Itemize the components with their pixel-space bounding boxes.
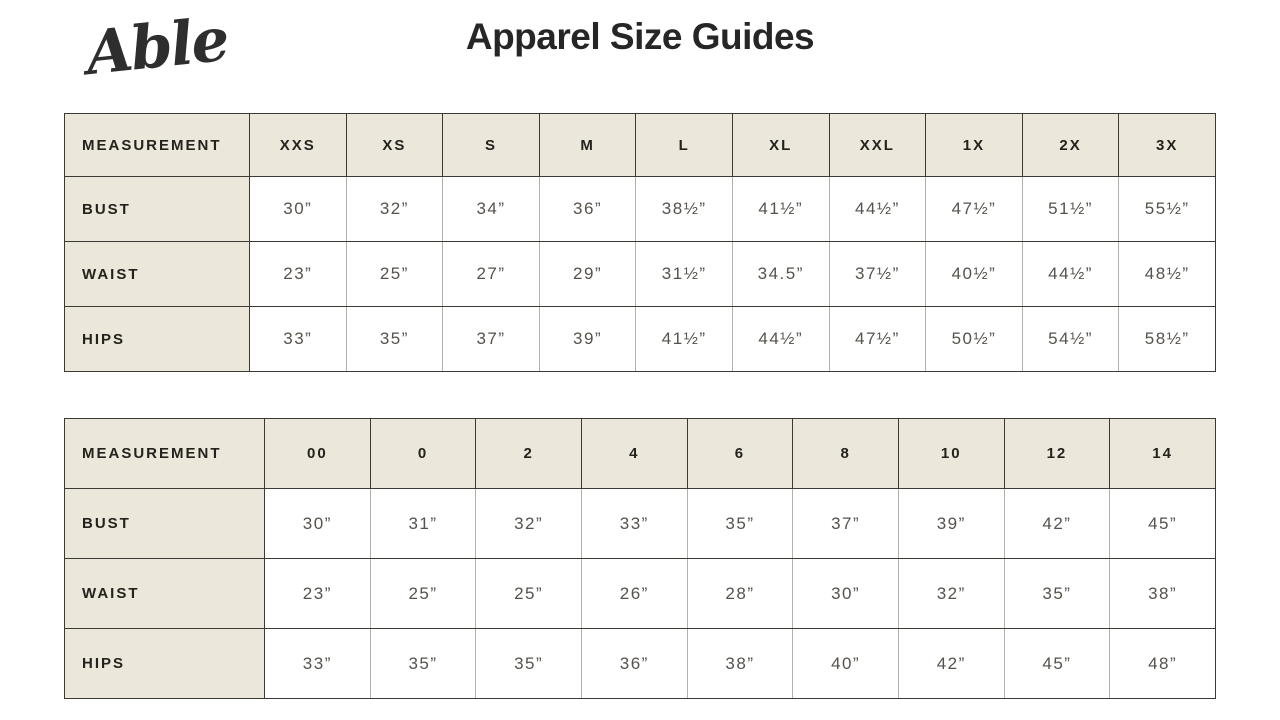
value-cell: 23” xyxy=(264,558,371,629)
letter-size-table: MEASUREMENT XXS XS S M L XL XXL 1X 2X 3X… xyxy=(64,113,1216,372)
row-label-bust: BUST xyxy=(64,488,265,559)
value-cell: 47½” xyxy=(828,306,927,372)
header-cell-measurement: MEASUREMENT xyxy=(64,113,250,177)
header-cell-4: 4 xyxy=(580,418,688,489)
header-cell-xxl: XXL xyxy=(828,113,927,177)
row-label-waist: WAIST xyxy=(64,558,265,629)
value-cell: 29” xyxy=(538,241,637,307)
row-label-hips: HIPS xyxy=(64,306,250,372)
numeric-size-table: MEASUREMENT 00 0 2 4 6 8 10 12 14 BUST 3… xyxy=(64,418,1216,699)
value-cell: 37” xyxy=(442,306,540,372)
value-cell: 41½” xyxy=(635,306,733,372)
row-label-waist: WAIST xyxy=(64,241,250,307)
value-cell: 35” xyxy=(345,306,444,372)
value-cell: 32” xyxy=(475,488,582,559)
header-cell-xl: XL xyxy=(731,113,830,177)
row-label-hips: HIPS xyxy=(64,628,265,699)
header-cell-8: 8 xyxy=(792,418,899,489)
value-cell: 48½” xyxy=(1118,241,1216,307)
value-cell: 35” xyxy=(1003,558,1111,629)
header-cell-xs: XS xyxy=(345,113,444,177)
value-cell: 51½” xyxy=(1021,176,1120,242)
value-cell: 38½” xyxy=(635,176,733,242)
header-cell-0: 0 xyxy=(369,418,477,489)
value-cell: 23” xyxy=(249,241,347,307)
value-cell: 36” xyxy=(538,176,637,242)
value-cell: 38” xyxy=(686,628,794,699)
value-cell: 50½” xyxy=(925,306,1023,372)
value-cell: 42” xyxy=(1003,488,1111,559)
header-cell-14: 14 xyxy=(1109,418,1216,489)
value-cell: 35” xyxy=(369,628,477,699)
header-cell-3x: 3X xyxy=(1118,113,1216,177)
value-cell: 45” xyxy=(1109,488,1216,559)
value-cell: 26” xyxy=(580,558,688,629)
value-cell: 41½” xyxy=(731,176,830,242)
value-cell: 37” xyxy=(792,488,899,559)
value-cell: 55½” xyxy=(1118,176,1216,242)
value-cell: 33” xyxy=(249,306,347,372)
value-cell: 45” xyxy=(1003,628,1111,699)
header-cell-m: M xyxy=(538,113,637,177)
value-cell: 32” xyxy=(897,558,1005,629)
header-cell-6: 6 xyxy=(686,418,794,489)
value-cell: 39” xyxy=(897,488,1005,559)
header-cell-1x: 1X xyxy=(925,113,1023,177)
value-cell: 30” xyxy=(792,558,899,629)
value-cell: 39” xyxy=(538,306,637,372)
header-cell-2x: 2X xyxy=(1021,113,1120,177)
value-cell: 48” xyxy=(1109,628,1216,699)
value-cell: 44½” xyxy=(828,176,927,242)
bust-row: BUST 30” 32” 34” 36” 38½” 41½” 44½” 47½”… xyxy=(64,176,1216,242)
header-cell-2: 2 xyxy=(475,418,582,489)
value-cell: 40” xyxy=(792,628,899,699)
value-cell: 31½” xyxy=(635,241,733,307)
header-cell-xxs: XXS xyxy=(249,113,347,177)
numeric-size-header-row: MEASUREMENT 00 0 2 4 6 8 10 12 14 xyxy=(64,418,1216,489)
value-cell: 35” xyxy=(475,628,582,699)
bust-row: BUST 30” 31” 32” 33” 35” 37” 39” 42” 45” xyxy=(64,488,1216,559)
value-cell: 25” xyxy=(369,558,477,629)
hips-row: HIPS 33” 35” 35” 36” 38” 40” 42” 45” 48” xyxy=(64,628,1216,699)
value-cell: 36” xyxy=(580,628,688,699)
header-cell-10: 10 xyxy=(897,418,1005,489)
header-cell-s: S xyxy=(442,113,540,177)
value-cell: 30” xyxy=(264,488,371,559)
row-label-bust: BUST xyxy=(64,176,250,242)
letter-size-header-row: MEASUREMENT XXS XS S M L XL XXL 1X 2X 3X xyxy=(64,113,1216,177)
waist-row: WAIST 23” 25” 27” 29” 31½” 34.5” 37½” 40… xyxy=(64,241,1216,307)
value-cell: 40½” xyxy=(925,241,1023,307)
value-cell: 33” xyxy=(580,488,688,559)
value-cell: 28” xyxy=(686,558,794,629)
value-cell: 25” xyxy=(345,241,444,307)
value-cell: 32” xyxy=(345,176,444,242)
hips-row: HIPS 33” 35” 37” 39” 41½” 44½” 47½” 50½”… xyxy=(64,306,1216,372)
value-cell: 35” xyxy=(686,488,794,559)
header-cell-00: 00 xyxy=(264,418,371,489)
value-cell: 54½” xyxy=(1021,306,1120,372)
value-cell: 34” xyxy=(442,176,540,242)
value-cell: 31” xyxy=(369,488,477,559)
header-cell-l: L xyxy=(635,113,733,177)
value-cell: 27” xyxy=(442,241,540,307)
value-cell: 44½” xyxy=(731,306,830,372)
value-cell: 38” xyxy=(1109,558,1216,629)
value-cell: 34.5” xyxy=(731,241,830,307)
value-cell: 44½” xyxy=(1021,241,1120,307)
value-cell: 33” xyxy=(264,628,371,699)
value-cell: 58½” xyxy=(1118,306,1216,372)
waist-row: WAIST 23” 25” 25” 26” 28” 30” 32” 35” 38… xyxy=(64,558,1216,629)
value-cell: 47½” xyxy=(925,176,1023,242)
value-cell: 30” xyxy=(249,176,347,242)
header-cell-12: 12 xyxy=(1003,418,1111,489)
value-cell: 25” xyxy=(475,558,582,629)
page-title: Apparel Size Guides xyxy=(465,16,815,57)
value-cell: 42” xyxy=(897,628,1005,699)
header-cell-measurement: MEASUREMENT xyxy=(64,418,265,489)
value-cell: 37½” xyxy=(828,241,927,307)
